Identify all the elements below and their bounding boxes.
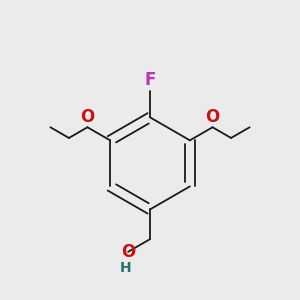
Text: O: O bbox=[206, 108, 220, 126]
Text: F: F bbox=[144, 71, 156, 89]
Text: O: O bbox=[121, 243, 135, 261]
Text: O: O bbox=[80, 108, 94, 126]
Text: H: H bbox=[120, 261, 132, 275]
